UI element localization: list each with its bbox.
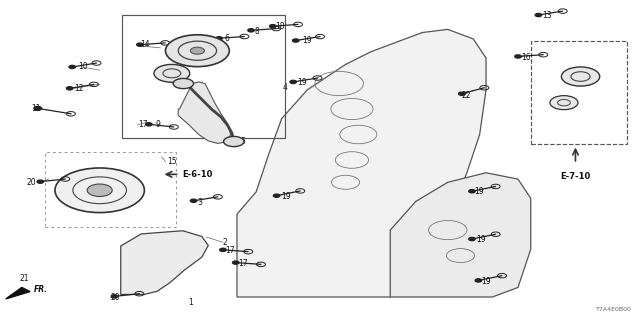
Circle shape: [269, 25, 276, 28]
Polygon shape: [6, 287, 30, 299]
Text: 1: 1: [189, 298, 193, 307]
Text: 19: 19: [474, 187, 484, 196]
Circle shape: [220, 248, 226, 252]
Text: 19: 19: [481, 276, 490, 285]
Circle shape: [468, 237, 475, 241]
Text: 21: 21: [20, 274, 29, 283]
Circle shape: [223, 136, 244, 147]
Text: 9: 9: [156, 120, 160, 130]
Circle shape: [111, 295, 118, 298]
Circle shape: [166, 35, 229, 67]
Circle shape: [515, 55, 521, 58]
Circle shape: [290, 80, 296, 84]
Text: 16: 16: [521, 53, 531, 62]
Text: E-6-10: E-6-10: [182, 170, 213, 179]
Text: 19: 19: [298, 78, 307, 87]
Polygon shape: [390, 173, 531, 297]
Circle shape: [137, 43, 143, 46]
Circle shape: [34, 107, 42, 110]
Text: 11: 11: [31, 104, 40, 113]
Circle shape: [475, 279, 481, 282]
Text: 8: 8: [255, 28, 260, 36]
Polygon shape: [237, 29, 486, 297]
Circle shape: [248, 29, 254, 32]
Text: 18: 18: [275, 22, 285, 31]
Circle shape: [69, 65, 76, 68]
Text: 17: 17: [238, 259, 248, 268]
Circle shape: [55, 168, 145, 212]
Text: 17: 17: [138, 120, 148, 130]
Text: 17: 17: [225, 246, 235, 255]
Polygon shape: [121, 231, 208, 294]
Circle shape: [173, 78, 193, 89]
Text: E-7-10: E-7-10: [560, 172, 591, 181]
Text: 4: 4: [283, 83, 288, 92]
Circle shape: [190, 199, 196, 202]
Text: 15: 15: [167, 157, 177, 166]
Text: 2: 2: [223, 238, 228, 247]
Circle shape: [37, 180, 44, 183]
Text: 19: 19: [476, 235, 486, 244]
Text: 14: 14: [140, 40, 150, 49]
Polygon shape: [178, 82, 230, 143]
Circle shape: [459, 92, 465, 95]
Text: FR.: FR.: [34, 285, 48, 294]
Circle shape: [232, 261, 239, 264]
Text: 7: 7: [166, 73, 170, 82]
Circle shape: [561, 67, 600, 86]
Circle shape: [468, 190, 475, 193]
Text: 19: 19: [282, 192, 291, 201]
Text: 5: 5: [240, 137, 245, 146]
Text: 12: 12: [74, 84, 84, 93]
Text: 20: 20: [26, 178, 36, 187]
Circle shape: [550, 96, 578, 110]
Circle shape: [87, 184, 112, 196]
Circle shape: [67, 87, 73, 90]
Circle shape: [154, 64, 189, 82]
Circle shape: [190, 47, 204, 54]
Text: 10: 10: [79, 62, 88, 71]
Text: 22: 22: [462, 91, 471, 100]
Text: 13: 13: [542, 11, 552, 20]
Text: T7A4E0B00: T7A4E0B00: [596, 307, 632, 312]
Circle shape: [535, 13, 541, 17]
Text: 19: 19: [302, 36, 312, 45]
Text: 3: 3: [197, 197, 202, 206]
Text: 20: 20: [111, 293, 120, 302]
Circle shape: [273, 194, 280, 197]
Circle shape: [292, 39, 299, 42]
Circle shape: [146, 123, 152, 126]
Circle shape: [216, 37, 222, 40]
Text: 6: 6: [224, 34, 229, 43]
